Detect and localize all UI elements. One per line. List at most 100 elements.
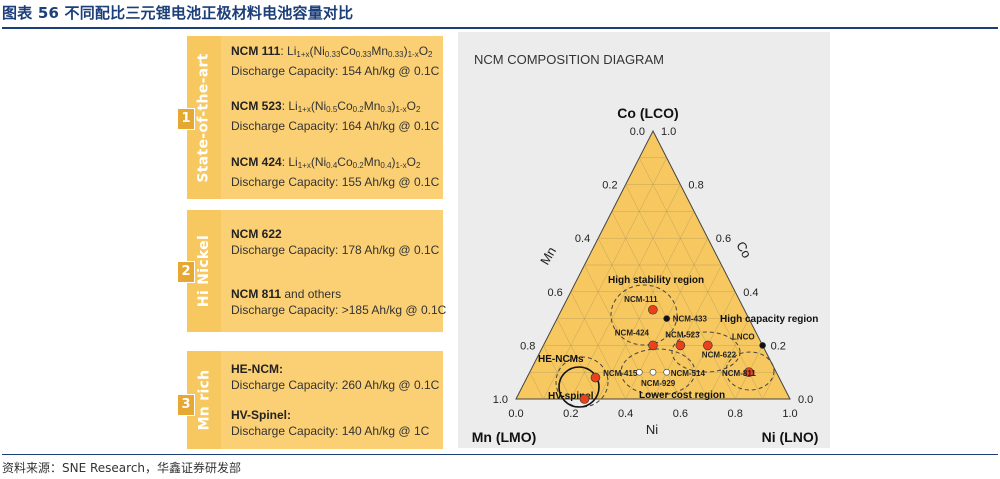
point-label: NCM-622 xyxy=(702,350,737,359)
tick-label-right: 0.6 xyxy=(716,233,731,245)
entry-name: HE-NCM: xyxy=(231,362,283,376)
grid-line-ni xyxy=(762,372,777,400)
grid-line-mn xyxy=(570,291,626,400)
point-label: NCM-523 xyxy=(665,330,700,339)
group-panel: NCM 622 Discharge Capacity: 178 Ah/kg @ … xyxy=(221,210,447,332)
composition-point xyxy=(636,368,643,376)
point-label: NCM-433 xyxy=(673,315,708,324)
entry-formula: Li1+x(Ni0.33Co0.33Mn0.33)1-xO2 xyxy=(287,44,433,59)
grid-line-mn xyxy=(584,264,654,400)
grid-line-ni xyxy=(597,211,695,400)
entry-ncm424: NCM 424: Li1+x(Ni0.4Co0.2Mn0.4)1-xO2 Dis… xyxy=(231,155,440,189)
tick-label-bottom: 0.2 xyxy=(563,408,578,420)
entry-he-ncm: HE-NCM: Discharge Capacity: 260 Ah/kg @ … xyxy=(231,361,439,393)
tick-label-bottom: 0.4 xyxy=(618,408,633,420)
entry-capacity: Discharge Capacity: 154 Ah/kg @ 0.1C xyxy=(231,64,440,78)
tick-label-left: 0.2 xyxy=(602,180,617,192)
composition-point xyxy=(648,340,658,351)
lower-cost-region-outline xyxy=(620,348,696,396)
region-label-high-stability: High stability region xyxy=(608,275,704,286)
composition-point xyxy=(579,394,590,404)
point-label: NCM-811 xyxy=(722,369,756,378)
ncm-composition-diagram: NCM COMPOSITION DIAGRAM 0.0 1.0 0.0 0.2 0.8 0… xyxy=(458,32,830,448)
composition-point xyxy=(663,368,670,376)
entry-formula: Li1+x(Ni0.4Co0.2Mn0.4)1-xO2 xyxy=(288,155,421,170)
entry-name: NCM 811 xyxy=(231,287,282,301)
group-label: Hi Nickel xyxy=(196,234,213,308)
group-label: Mn rich xyxy=(196,369,212,431)
entry-capacity: Discharge Capacity: 155 Ah/kg @ 0.1C xyxy=(231,175,440,189)
grid-line-mn xyxy=(529,372,544,400)
high-capacity-region-outline xyxy=(671,331,741,373)
he-ncm-region-outline xyxy=(555,356,609,408)
tick-label-left: 0.8 xyxy=(520,340,535,352)
tick-label-right: 0.8 xyxy=(688,180,703,192)
grid-line-mn xyxy=(556,318,599,400)
entry-formula: Li1+x(Ni0.5Co0.2Mn0.3)1-xO2 xyxy=(288,99,421,114)
entry-name: NCM 523 xyxy=(231,99,282,113)
high-stability-region-outline xyxy=(610,284,678,346)
composition-point xyxy=(703,340,713,351)
point-label: NCM-111 xyxy=(624,295,658,304)
axis-name-left: Mn xyxy=(537,244,559,267)
point-label: NCM-514 xyxy=(671,369,706,378)
grid-line-mn xyxy=(611,211,709,400)
group-panel: NCM 111: Li1+x(Ni0.33Co0.33Mn0.33)1-xO2 … xyxy=(221,36,443,199)
tick-label-left: 0.0 xyxy=(630,126,645,138)
group-state-of-the-art: State-of-the-art 1 NCM 111: Li1+x(Ni0.33… xyxy=(177,36,443,199)
group-label: State-of-the-art xyxy=(196,52,212,183)
entry-hv-spinel: HV-Spinel: Discharge Capacity: 140 Ah/kg… xyxy=(231,407,429,439)
source-note: 资料来源：SNE Research，华鑫证券研发部 xyxy=(2,461,242,475)
title-bar: 图表 56 不同配比三元锂电池正极材料电池容量对比 xyxy=(0,0,1000,29)
corner-label-top: Co (LCO) xyxy=(617,105,678,121)
grid-line-ni xyxy=(543,157,667,400)
group-number: 1 xyxy=(177,108,195,130)
point-label: LNCO xyxy=(732,332,755,341)
tick-label-right: 0.2 xyxy=(771,340,786,352)
composition-point xyxy=(648,304,658,315)
tick-label-bottom: 1.0 xyxy=(782,408,797,420)
axis-name-bottom: Ni xyxy=(646,422,658,437)
source-divider xyxy=(2,454,998,455)
hv-spinel-region-outline xyxy=(558,366,600,408)
grid-line-ni xyxy=(707,318,750,400)
title-underline xyxy=(2,27,998,29)
tick-label-right: 0.4 xyxy=(743,287,758,299)
entry-capacity: Discharge Capacity: 164 Ah/kg @ 0.1C xyxy=(231,119,440,133)
tick-label-left: 0.4 xyxy=(575,233,590,245)
composition-point xyxy=(663,315,670,322)
tick-label-left: 1.0 xyxy=(493,394,508,406)
grid-line-mn xyxy=(639,157,763,400)
region-label-high-capacity: High capacity region xyxy=(720,314,818,325)
region-label-he-ncms: HE-NCMs xyxy=(538,354,584,365)
region-label-lower-cost: Lower cost region xyxy=(639,390,725,401)
entry-name: NCM 424 xyxy=(231,155,282,169)
tick-label-right: 0.0 xyxy=(798,394,813,406)
tick-label-bottom: 0.0 xyxy=(508,408,523,420)
ternary-plot: NCM COMPOSITION DIAGRAM 0.01.0 0.00.20.8 0… xyxy=(472,52,819,445)
ternary-ticks: 0.01.0 0.00.20.8 0.20.40.6 0.40.60.4 0.60.80… xyxy=(493,126,814,420)
composition-point xyxy=(744,367,754,378)
corner-label-left: Mn (LMO) xyxy=(472,429,537,445)
group-mn-rich: Mn rich 3 HE-NCM: Discharge Capacity: 26… xyxy=(177,351,443,449)
tick-label-left: 0.6 xyxy=(548,287,563,299)
point-label: NCM-424 xyxy=(615,328,650,337)
composition-point xyxy=(649,368,657,376)
point-label: NCM-929 xyxy=(641,379,676,388)
group-panel: HE-NCM: Discharge Capacity: 260 Ah/kg @ … xyxy=(221,351,443,449)
composition-point xyxy=(675,340,686,351)
entry-capacity: Discharge Capacity: 178 Ah/kg @ 0.1C xyxy=(231,243,440,257)
ncm811-region-outline xyxy=(725,351,775,391)
diagram-heading: NCM COMPOSITION DIAGRAM xyxy=(474,52,664,67)
group-hi-nickel: Hi Nickel 2 NCM 622 Discharge Capacity: … xyxy=(177,210,447,332)
composition-point xyxy=(759,342,766,349)
composition-points: NCM-111 NCM-433 NCM-424 NCM-523 NCM-622 NCM-8… xyxy=(579,295,766,404)
entry-capacity: Discharge Capacity: 140 Ah/kg @ 1C xyxy=(231,424,430,438)
entry-ncm111: NCM 111: Li1+x(Ni0.33Co0.33Mn0.33)1-xO2 … xyxy=(231,44,440,78)
point-label: NCM-415 xyxy=(603,369,638,378)
entry-capacity: Discharge Capacity: >185 Ah/kg @ 0.1C xyxy=(231,303,447,317)
tick-label-right: 1.0 xyxy=(661,126,676,138)
entry-ncm811: NCM 811 and others Discharge Capacity: >… xyxy=(231,287,447,317)
group-number: 3 xyxy=(177,394,195,416)
tick-label-bottom: 0.8 xyxy=(728,408,743,420)
